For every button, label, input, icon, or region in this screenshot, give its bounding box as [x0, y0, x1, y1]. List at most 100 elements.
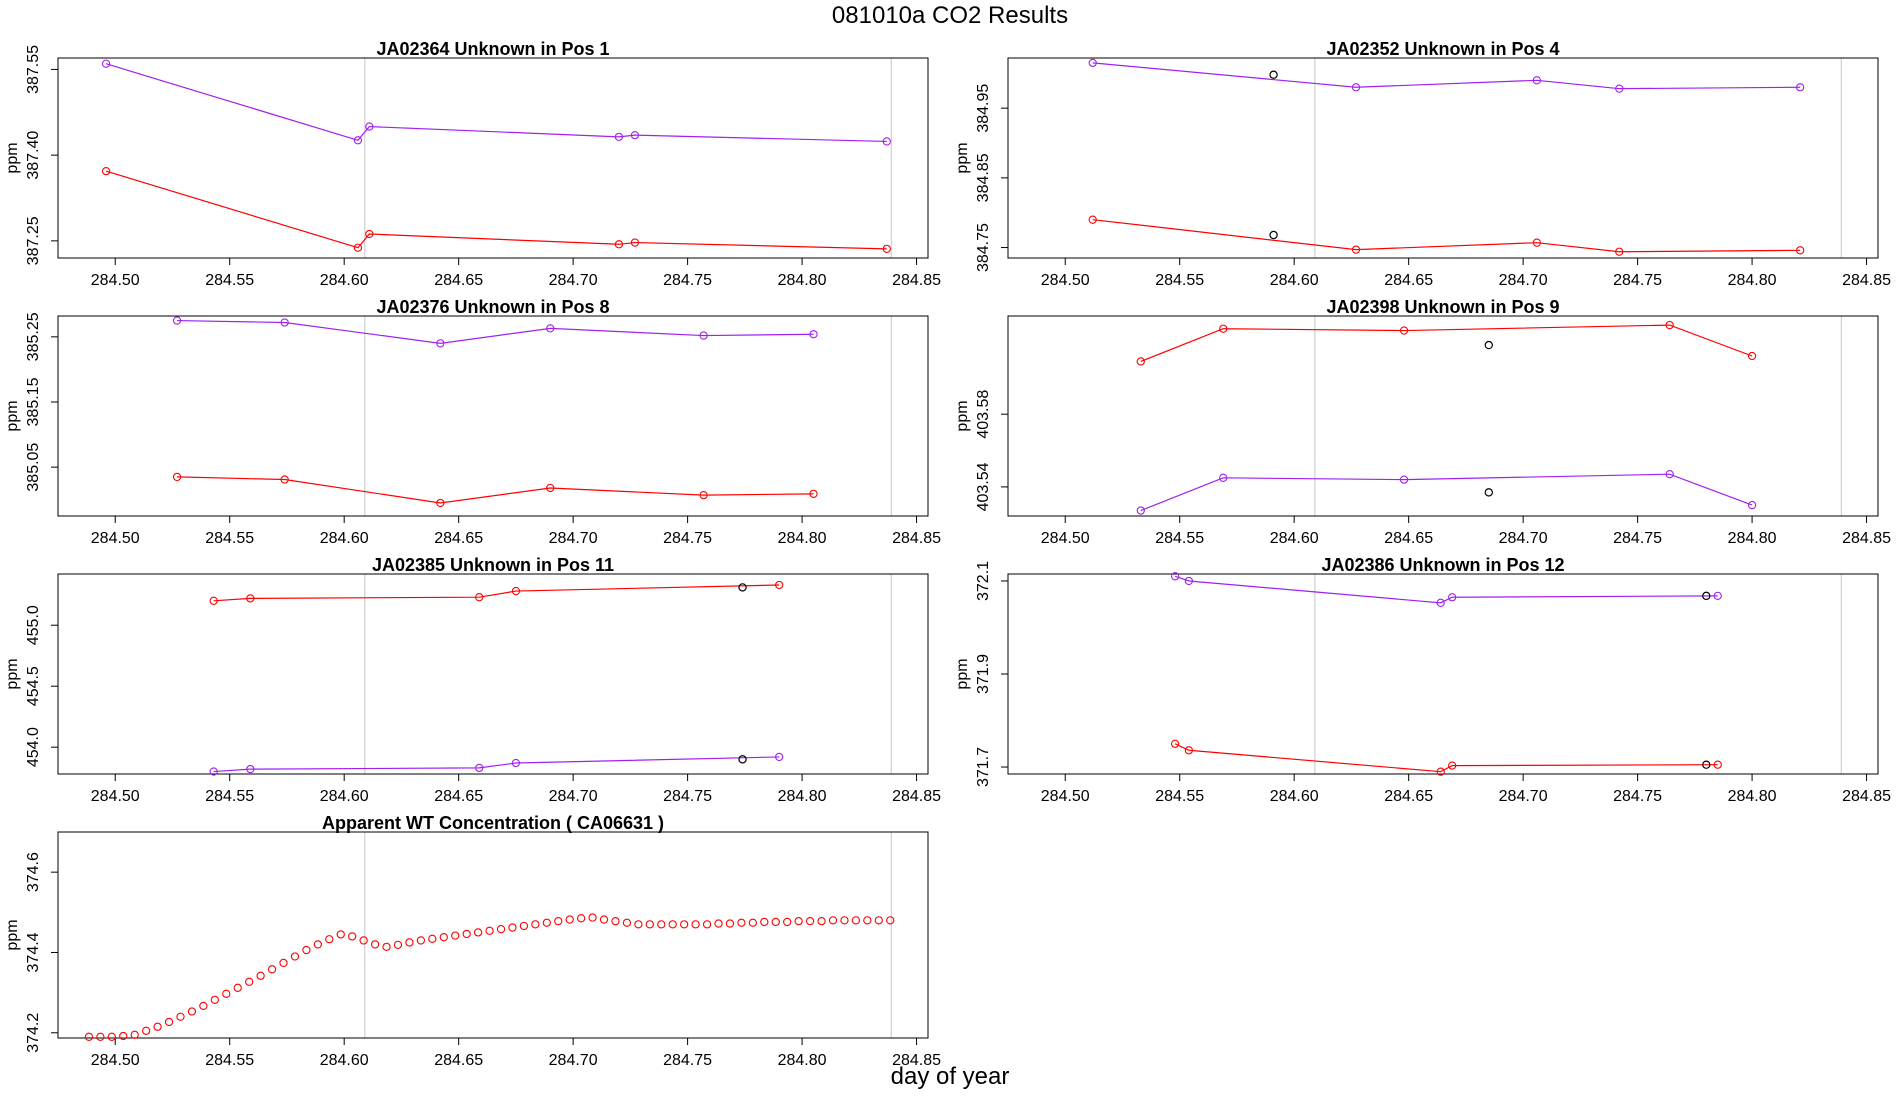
y-tick-label: 371.9 [975, 654, 992, 694]
x-tick-label: 284.60 [320, 530, 369, 547]
data-point [760, 917, 769, 927]
data-point [199, 1001, 208, 1011]
data-point [172, 316, 182, 325]
data-point [416, 936, 426, 945]
data-point [851, 916, 861, 925]
y-axis-label: ppm [4, 919, 21, 950]
data-point [130, 1030, 139, 1039]
x-tick-label: 284.80 [1728, 272, 1777, 289]
y-axis-label: ppm [4, 658, 21, 689]
data-point [1170, 739, 1180, 748]
x-tick-label: 284.50 [91, 272, 140, 289]
data-point [1399, 326, 1409, 335]
panel-title: JA02398 Unknown in Pos 9 [1326, 297, 1559, 317]
data-point [353, 136, 363, 145]
panel-ja02386: JA02386 Unknown in Pos 12 284.50 284.55 284… [954, 555, 1891, 805]
data-point [359, 936, 368, 945]
data-point [809, 330, 818, 339]
data-point [657, 920, 666, 929]
data-point [84, 1032, 94, 1041]
y-tick-label: 454.0 [25, 727, 42, 767]
data-point [863, 916, 872, 925]
y-tick-label: 454.5 [25, 666, 42, 706]
data-point [1796, 246, 1805, 255]
data-point [737, 918, 746, 927]
data-point [817, 916, 826, 926]
x-tick-label: 284.75 [1613, 530, 1662, 547]
x-tick-label: 284.85 [892, 1052, 941, 1069]
x-tick-label: 284.60 [320, 788, 369, 805]
flagged-point [1484, 488, 1493, 497]
panel-ja02364: JA02364 Unknown in Pos 1 284.50 284.55 284.… [4, 39, 941, 289]
data-point [245, 977, 254, 986]
plot-frame [57, 831, 929, 1039]
figure-title: 081010a CO2 Results [831, 2, 1069, 29]
data-point [153, 1022, 162, 1031]
x-tick-label: 284.55 [205, 1052, 254, 1069]
x-tick-label: 284.60 [1270, 788, 1319, 805]
data-point [353, 243, 363, 252]
x-tick-label: 284.50 [91, 788, 140, 805]
series-line [105, 63, 887, 143]
data-point [783, 917, 792, 927]
data-point [511, 758, 521, 768]
data-point [614, 132, 624, 142]
data-point [462, 929, 471, 939]
data-point [680, 920, 689, 929]
data-point [1615, 247, 1624, 256]
data-point [233, 983, 242, 992]
data-point [246, 594, 255, 603]
data-point [222, 989, 231, 998]
data-point [428, 934, 437, 943]
data-point [1532, 238, 1542, 247]
data-point [382, 942, 391, 951]
series-line [1092, 219, 1801, 253]
x-tick-label: 284.85 [1842, 530, 1891, 547]
flagged-point [738, 755, 747, 764]
data-point [1219, 473, 1228, 482]
data-point [1088, 58, 1097, 68]
data-point [348, 932, 357, 941]
data-point [576, 914, 586, 923]
x-tick-label: 284.80 [778, 530, 827, 547]
x-tick-label: 284.60 [1270, 530, 1319, 547]
data-point [882, 137, 891, 146]
data-point [886, 916, 895, 925]
y-axis-label: ppm [954, 142, 971, 173]
data-point [828, 916, 838, 925]
data-point [588, 913, 597, 922]
data-point [475, 763, 484, 773]
y-tick-label: 384.85 [975, 153, 992, 202]
data-point [280, 475, 289, 484]
data-point [1448, 761, 1457, 770]
data-point [473, 928, 483, 937]
data-point [699, 491, 708, 500]
panel-title: JA02352 Unknown in Pos 4 [1326, 39, 1559, 59]
series-line [177, 476, 814, 504]
x-tick-label: 284.70 [1499, 272, 1548, 289]
data-point [714, 919, 723, 928]
data-point [475, 593, 484, 602]
x-tick-label: 284.65 [434, 272, 483, 289]
flagged-point [738, 583, 747, 592]
data-point [267, 965, 277, 974]
data-point [141, 1026, 151, 1035]
data-point [436, 498, 445, 508]
panel-title: Apparent WT Concentration ( CA06631 ) [322, 813, 664, 833]
data-point [1136, 506, 1145, 515]
series-line [1140, 324, 1753, 363]
data-point [614, 240, 624, 249]
data-point [874, 916, 883, 925]
x-tick-label: 284.50 [91, 1052, 140, 1069]
data-point [599, 915, 609, 924]
data-point [365, 229, 374, 239]
y-tick-label: 385.15 [25, 377, 42, 426]
x-tick-label: 284.85 [892, 788, 941, 805]
x-tick-label: 284.85 [1842, 788, 1891, 805]
y-tick-label: 374.2 [25, 1013, 42, 1053]
data-point [511, 586, 521, 596]
panel-ja02376: JA02376 Unknown in Pos 8 284.50 284.55 284.… [4, 297, 941, 547]
x-tick-label: 284.70 [1499, 530, 1548, 547]
x-tick-label: 284.80 [778, 1052, 827, 1069]
data-point [1532, 76, 1542, 85]
